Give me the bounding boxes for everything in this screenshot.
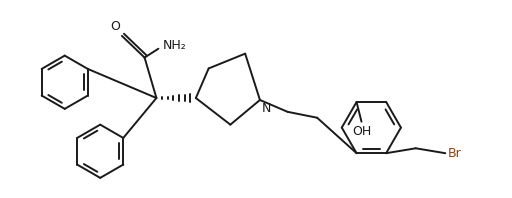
Text: NH₂: NH₂	[162, 39, 186, 52]
Text: O: O	[110, 20, 120, 33]
Text: N: N	[262, 102, 271, 115]
Text: Br: Br	[447, 147, 461, 160]
Text: OH: OH	[352, 125, 371, 138]
